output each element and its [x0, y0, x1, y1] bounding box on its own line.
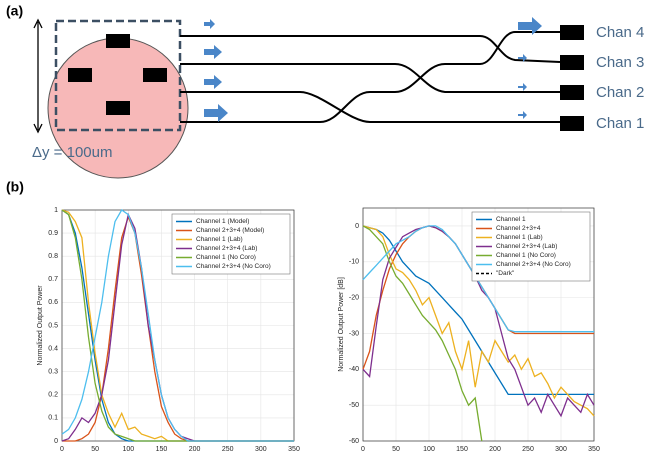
legend-label: Channel 2+3+4 (No Coro) [196, 263, 271, 270]
x-tick-label: 100 [423, 446, 435, 453]
x-tick-label: 300 [255, 446, 267, 453]
series-line [362, 225, 483, 442]
y-tick-label: 0.7 [48, 276, 58, 283]
panel-label: (a) [6, 3, 23, 19]
x-tick-label: 0 [361, 446, 365, 453]
legend-label: Channel 1 (Lab) [496, 234, 543, 241]
legend-label: "Dark" [496, 270, 515, 277]
legend-label: Channel 1 [496, 216, 526, 223]
pixel [106, 34, 130, 48]
x-tick-label: 100 [122, 446, 134, 453]
x-tick-label: 250 [522, 446, 534, 453]
legend-box [171, 213, 291, 275]
x-tick-label: 50 [392, 446, 400, 453]
legend-label: Channel 1 (No Coro) [496, 252, 556, 259]
axes-box [362, 207, 595, 442]
series-line [362, 225, 594, 333]
dimension-label: Δy = 100um [32, 144, 112, 161]
y-tick-label: 0.9 [48, 230, 58, 237]
pixel [143, 68, 167, 82]
y-tick-label: 1 [54, 207, 58, 214]
detector [560, 55, 584, 70]
detector [560, 85, 584, 100]
pixel [68, 68, 92, 82]
series-line [61, 209, 294, 442]
y-axis-label: Normalized Output Power [37, 285, 44, 366]
panel-label: (b) [6, 179, 24, 195]
legend-label: Channel 1 (No Coro) [196, 254, 256, 261]
y-tick-label: 0 [355, 223, 359, 230]
channel-label: Chan 2 [596, 84, 644, 101]
legend-label: Channel 2+3+4 (Lab) [496, 243, 557, 250]
detector [560, 116, 584, 131]
series-line [362, 225, 594, 396]
y-tick-label: 0.4 [48, 345, 58, 352]
y-tick-label: 0.1 [48, 415, 58, 422]
x-tick-label: 150 [456, 446, 468, 453]
y-tick-label: 0.3 [48, 369, 58, 376]
x-tick-label: 350 [288, 446, 300, 453]
legend-label: Channel 1 (Model) [196, 218, 249, 225]
pixel [106, 101, 130, 115]
y-tick-label: 0 [54, 438, 58, 445]
series-line [362, 225, 595, 418]
dashed-box [54, 19, 182, 132]
legend-label: Channel 2+3+4 (Model) [196, 227, 264, 234]
waveguides [180, 31, 561, 123]
arrow-heads [33, 18, 43, 134]
x-tick-label: 200 [489, 446, 501, 453]
legend-label: Channel 2+3+4 (Lab) [196, 245, 257, 252]
detector [560, 25, 584, 40]
y-tick-label: -20 [349, 294, 359, 301]
x-tick-label: 50 [91, 446, 99, 453]
legend-label: Channel 2+3+4 (No Coro) [496, 261, 571, 268]
y-tick-label: 0.5 [48, 322, 58, 329]
y-tick-label: 0.8 [48, 253, 58, 260]
y-tick-label: 0.2 [48, 392, 58, 399]
y-tick-label: -50 [349, 402, 359, 409]
x-tick-label: 200 [189, 446, 201, 453]
x-tick-label: 350 [588, 446, 600, 453]
y-axis-label: Normalized Output Power [dB] [338, 277, 345, 372]
x-tick-label: 250 [222, 446, 234, 453]
y-tick-label: 0.6 [48, 299, 58, 306]
series-line [362, 225, 595, 417]
y-tick-label: -40 [349, 366, 359, 373]
channel-label: Chan 3 [596, 54, 644, 71]
y-tick-label: -30 [349, 330, 359, 337]
diagram: (a) Chan 4 Chan 3 [6, 3, 644, 195]
y-tick-label: -10 [349, 259, 359, 266]
x-tick-label: 0 [60, 446, 64, 453]
channel-label: Chan 1 [596, 115, 644, 132]
channel-label: Chan 4 [596, 24, 644, 41]
x-tick-label: 300 [555, 446, 567, 453]
y-tick-label: -60 [349, 438, 359, 445]
arrows [204, 17, 542, 122]
legend-label: Channel 1 (Lab) [196, 236, 243, 243]
x-tick-label: 150 [156, 446, 168, 453]
legend-label: Channel 2+3+4 [496, 225, 541, 232]
